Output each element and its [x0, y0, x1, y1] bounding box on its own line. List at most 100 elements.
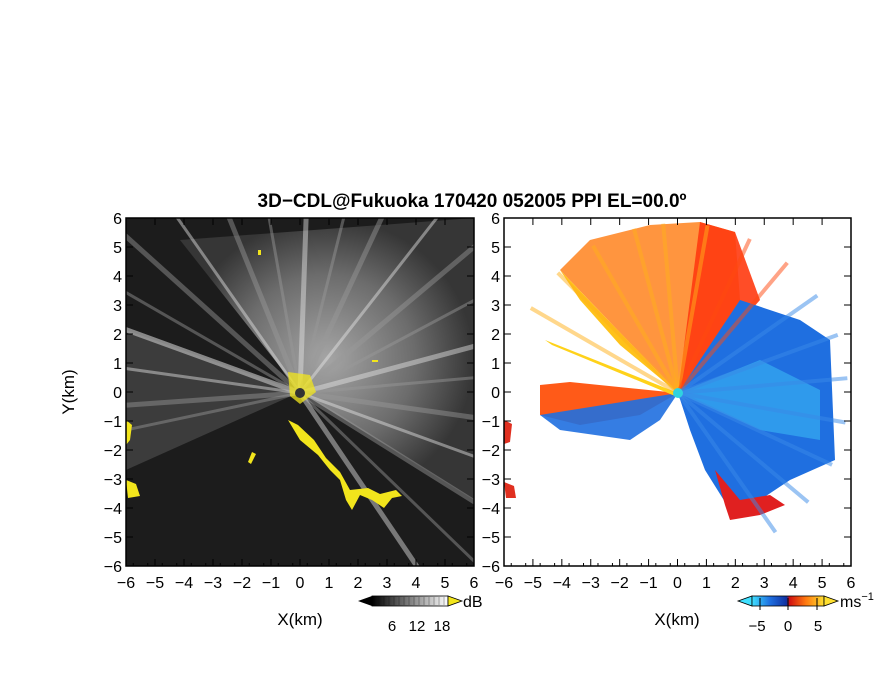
snr-ray [298, 218, 439, 394]
snr-ray [126, 290, 301, 395]
snr-ray [226, 218, 303, 394]
snr-xtick-label: −3 [204, 575, 222, 592]
snr-xtick-label: 2 [354, 575, 363, 592]
velocity-xtick-label: −5 [524, 575, 542, 592]
velocity-xtick-label: −3 [582, 575, 600, 592]
velocity-colorbar: −5 0 5 ms−1 [736, 591, 874, 635]
snr-ytick-label: −6 [104, 559, 122, 576]
velocity-ytick-label: −2 [482, 443, 500, 460]
velocity-colorbar-tick-2: 5 [814, 618, 822, 635]
snr-west-fan [126, 330, 300, 470]
snr-xtick-label: 1 [325, 575, 334, 592]
snr-ray [297, 218, 385, 395]
velocity-colorbar-tick-1: 0 [784, 618, 792, 635]
velocity-ray [529, 306, 680, 395]
snr-ray [299, 298, 474, 395]
velocity-ytick-label: 3 [491, 298, 500, 315]
snr-ytick-label: 4 [113, 269, 122, 286]
snr-ytick-label: 6 [113, 211, 122, 228]
velocity-colorbar-max-arrow [823, 595, 840, 607]
velocity-ray [632, 228, 680, 394]
velocity-xtick-label: −2 [611, 575, 629, 592]
snr-xtick-label: 0 [296, 575, 305, 592]
snr-xtick-label: −6 [117, 575, 135, 592]
snr-axes: −6 −5 −4 −3 −2 −1 0 1 2 3 4 5 6 6 5 4 3 2 1 0 −1 −2 −3 −4 −5 −6 [104, 211, 479, 592]
velocity-ytick-label: 6 [491, 211, 500, 228]
snr-colorbar-max-arrow [447, 595, 464, 607]
velocity-ray [676, 238, 752, 394]
velocity-unit-base: ms [840, 594, 861, 611]
velocity-xtick-label: 5 [818, 575, 827, 592]
velocity-ytick-label: −4 [482, 501, 500, 518]
snr-colorbar: 6 12 18 dB [358, 594, 483, 635]
snr-ray [126, 391, 301, 432]
snr-ray [298, 243, 474, 395]
snr-radar-center [295, 388, 305, 398]
vel-ray-nw [545, 340, 678, 396]
snr-highlight-echoes [126, 250, 402, 510]
velocity-colorbar-min-arrow [736, 595, 753, 607]
snr-xtick-label: −4 [175, 575, 193, 592]
snr-ray [298, 218, 346, 394]
velocity-xtick-label: 0 [673, 575, 682, 592]
snr-xtick-label: −2 [233, 575, 251, 592]
snr-ray [126, 232, 302, 395]
velocity-ray [591, 244, 680, 394]
velocity-ray [676, 225, 710, 394]
snr-ray [299, 343, 474, 396]
snr-rays [126, 218, 474, 566]
velocity-ray [556, 271, 680, 395]
snr-ray [299, 390, 474, 420]
snr-echo-center [288, 372, 316, 404]
velocity-ytick-label: 0 [491, 385, 500, 402]
snr-ytick-label: −1 [104, 414, 122, 431]
snr-ray [126, 327, 301, 396]
snr-colorbar-stripes [373, 597, 445, 605]
snr-ray [299, 391, 474, 458]
snr-ray [299, 376, 474, 395]
snr-ray [298, 391, 474, 564]
velocity-ytick-label: 5 [491, 240, 500, 257]
snr-echo-west-1 [126, 420, 132, 445]
velocity-radar-center [673, 388, 683, 398]
velocity-ray [661, 223, 680, 394]
velocity-panel: −6 −5 −4 −3 −2 −1 0 1 2 3 4 5 6 6 5 4 3 2 1 0 −1 −2 −3 −4 −5 −6 X… [482, 211, 856, 629]
velocity-ytick-label: −5 [482, 530, 500, 547]
snr-ray [126, 390, 301, 408]
velocity-colorbar-tick-0: −5 [748, 618, 765, 635]
velocity-xtick-label: −1 [639, 575, 657, 592]
snr-xtick-label: 6 [470, 575, 479, 592]
snr-ray [267, 218, 302, 394]
snr-xlabel: X(km) [277, 610, 322, 629]
velocity-xtick-label: 4 [789, 575, 798, 592]
snr-colorbar-tick-1: 12 [409, 618, 426, 635]
snr-xtick-label: −1 [262, 575, 280, 592]
velocity-ytick-label: 1 [491, 356, 500, 373]
snr-ray [126, 367, 301, 395]
velocity-ytick-label: 4 [491, 269, 500, 286]
snr-colorbar-min-arrow [358, 596, 372, 606]
velocity-xtick-label: −6 [495, 575, 513, 592]
snr-ytick-label: −2 [104, 443, 122, 460]
snr-echo-dot-3 [248, 452, 256, 464]
velocity-ytick-label: −1 [482, 414, 500, 431]
snr-ytick-label: 3 [113, 298, 122, 315]
snr-ytick-label: −4 [104, 501, 122, 518]
velocity-ray [677, 391, 833, 467]
velocity-xtick-label: 6 [847, 575, 856, 592]
vel-echo-west-1 [504, 420, 512, 444]
snr-panel: −6 −5 −4 −3 −2 −1 0 1 2 3 4 5 6 6 5 4 3 2 1 0 −1 −2 −3 −4 −5 −6 X… [59, 211, 479, 629]
velocity-ytick-label: −3 [482, 472, 500, 489]
velocity-xtick-label: 3 [760, 575, 769, 592]
velocity-ray [676, 261, 789, 395]
snr-field [126, 218, 474, 566]
snr-ray [298, 390, 474, 505]
snr-ray [175, 218, 302, 394]
vel-echo-west-2 [504, 482, 516, 498]
velocity-ray [677, 391, 846, 425]
snr-colorbar-bar [371, 595, 449, 607]
snr-ytick-label: 2 [113, 327, 122, 344]
snr-xtick-label: 4 [412, 575, 421, 592]
snr-xtick-label: −5 [146, 575, 164, 592]
